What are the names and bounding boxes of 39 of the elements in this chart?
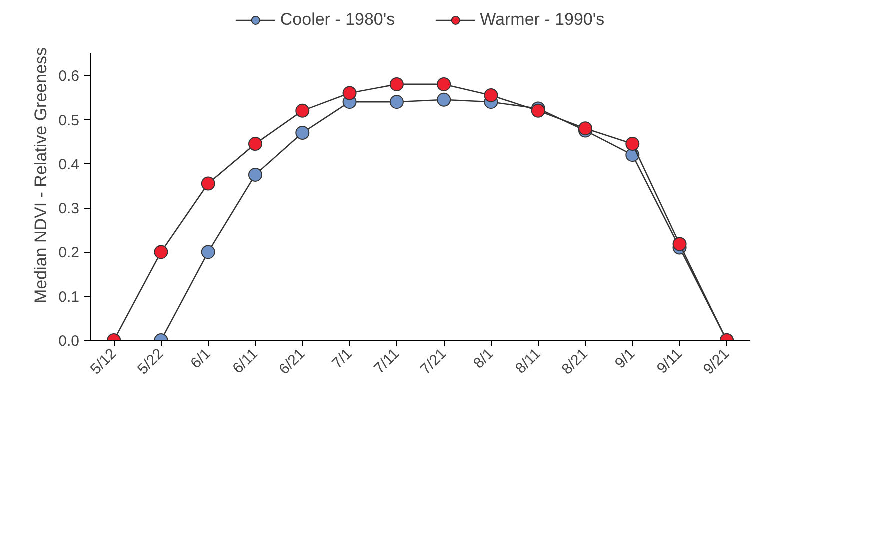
y-axis-title: Median NDVI - Relative Greeness — [32, 47, 51, 304]
x-tick-label: 5/22 — [134, 345, 168, 378]
y-tick-label: 0.5 — [58, 112, 80, 130]
point — [201, 176, 216, 191]
y-tick-label: 0.6 — [58, 68, 80, 86]
y-tick-label: 0.3 — [58, 200, 80, 218]
legend-label: Warmer - 1990's — [480, 10, 605, 30]
y-tick-label: 0.2 — [58, 244, 80, 262]
x-tick-label: 8/11 — [512, 345, 544, 378]
x-tick-label: 6/21 — [276, 345, 309, 378]
y-tick-label: 0.0 — [58, 333, 80, 350]
legend-label: Cooler - 1980's — [280, 10, 396, 30]
point — [342, 86, 357, 100]
x-tick-label: 6/11 — [230, 345, 262, 378]
point — [484, 88, 498, 102]
x-tick-label: 5/12 — [87, 345, 120, 378]
point — [672, 237, 687, 252]
point — [390, 95, 404, 110]
x-tick-label: 9/21 — [700, 345, 733, 378]
point — [296, 126, 310, 140]
x-tick-label: 6/1 — [188, 345, 214, 372]
point — [390, 77, 404, 92]
x-tick-label: 7/21 — [417, 345, 450, 378]
point — [248, 168, 262, 182]
x-tick-label: 9/11 — [654, 345, 686, 378]
x-tick-label: 9/1 — [612, 345, 639, 372]
point — [626, 137, 640, 152]
point — [201, 245, 216, 260]
x-tick-label: 7/1 — [329, 345, 356, 372]
point — [154, 245, 168, 260]
y-tick-label: 0.4 — [58, 156, 80, 174]
point — [248, 137, 262, 152]
x-tick-label: 7/11 — [371, 345, 403, 378]
y-tick-label: 0.1 — [58, 288, 80, 306]
point — [437, 92, 452, 107]
x-tick-label: 8/1 — [470, 345, 498, 372]
x-tick-label: 8/21 — [558, 345, 592, 378]
point — [296, 104, 310, 118]
point — [437, 77, 452, 92]
